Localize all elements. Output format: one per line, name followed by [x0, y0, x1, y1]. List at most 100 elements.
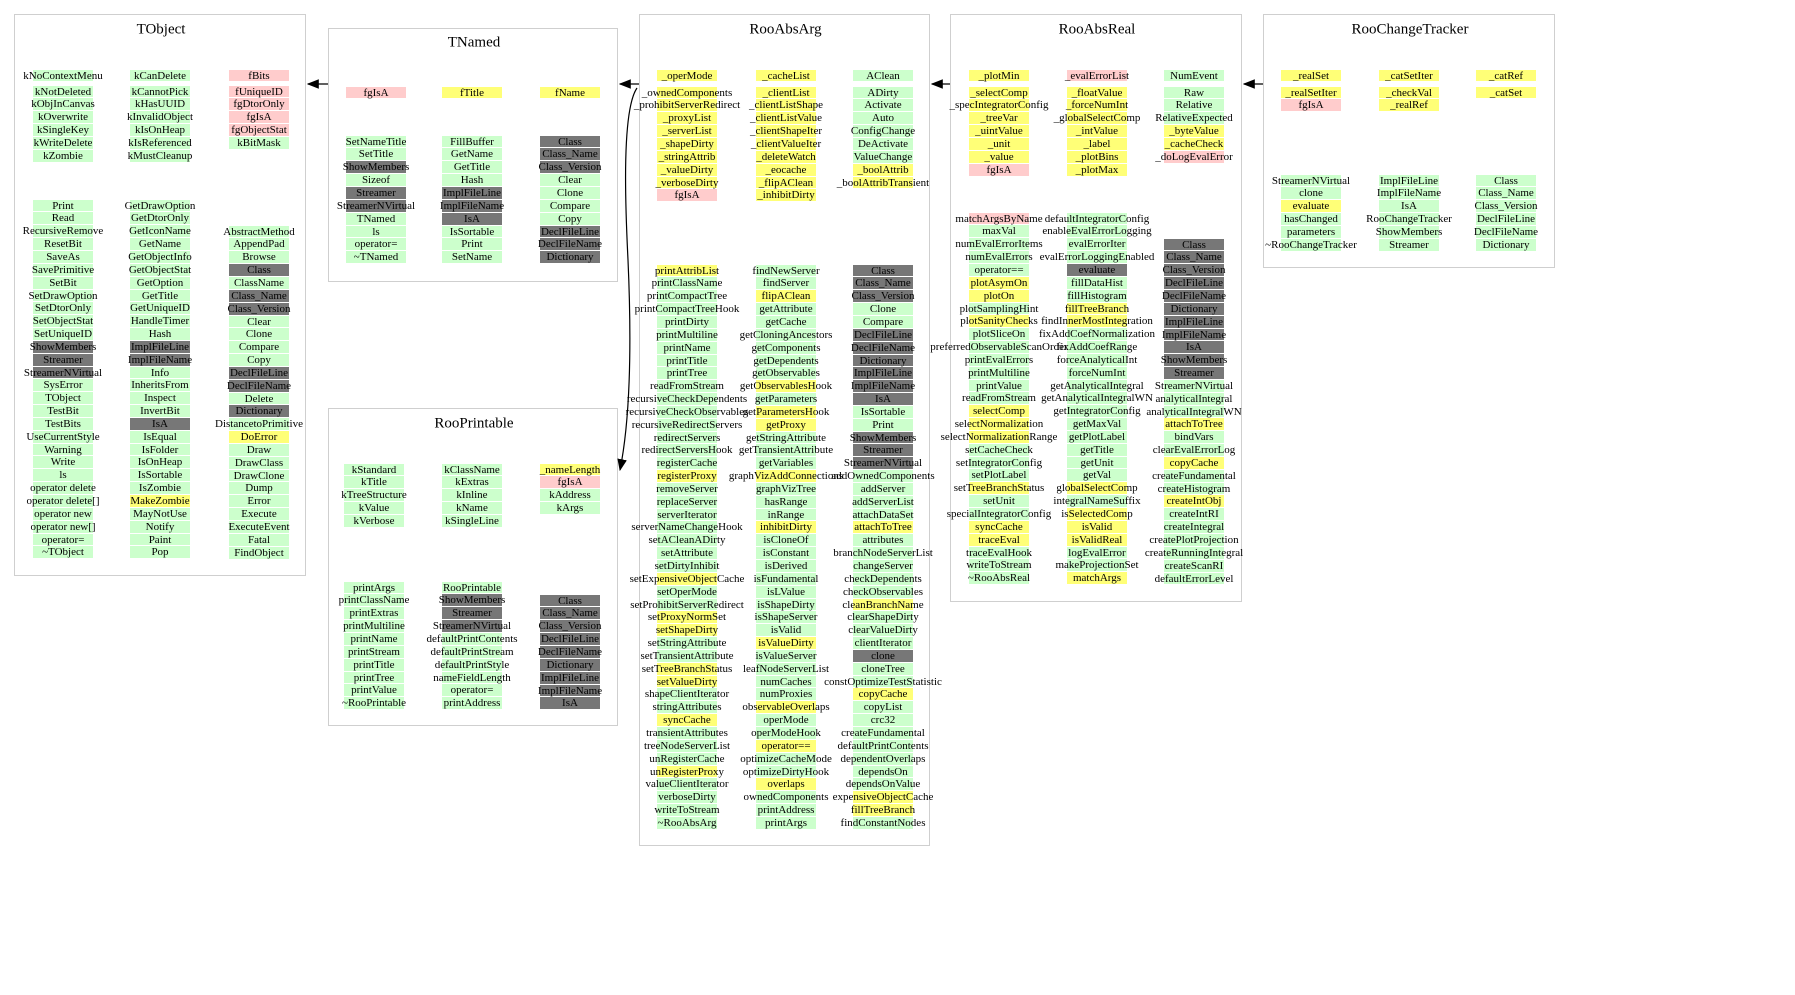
- member-namelength[interactable]: _nameLength: [540, 463, 600, 477]
- member-gettitle[interactable]: GetTitle: [130, 289, 190, 303]
- member-rooprintable[interactable]: RooPrintable: [442, 581, 502, 595]
- member-cleanbranchname[interactable]: cleanBranchName: [842, 598, 924, 612]
- member-kextras[interactable]: kExtras: [442, 476, 502, 490]
- member-plotsliceon[interactable]: plotSliceOn: [969, 328, 1029, 342]
- member-isfundamental[interactable]: isFundamental: [754, 572, 818, 586]
- member-class-name[interactable]: Class_Name: [1164, 251, 1224, 265]
- member-fillhistogram[interactable]: fillHistogram: [1067, 289, 1127, 303]
- member-setdtoronly[interactable]: SetDtorOnly: [33, 302, 93, 316]
- member-operator-new[interactable]: operator new[]: [30, 520, 96, 534]
- member-recursiveredirectservers[interactable]: recursiveRedirectServers: [632, 418, 742, 432]
- member-enableevalerrorlogging[interactable]: enableEvalErrorLogging: [1042, 225, 1152, 239]
- member-clientiterator[interactable]: clientIterator: [853, 637, 913, 650]
- member-numevalerrors[interactable]: numEvalErrors: [965, 251, 1033, 264]
- member-getdtoronly[interactable]: GetDtorOnly: [130, 212, 190, 226]
- member-kclassname[interactable]: kClassName: [442, 463, 502, 477]
- member-isshapedirty[interactable]: isShapeDirty: [756, 598, 816, 612]
- member-declfilename[interactable]: DeclFileName: [538, 645, 602, 659]
- member-clone[interactable]: Clone: [853, 303, 913, 316]
- member-executeevent[interactable]: ExecuteEvent: [228, 521, 290, 534]
- member-auto[interactable]: Auto: [853, 112, 913, 126]
- member-kbitmask[interactable]: kBitMask: [229, 136, 289, 150]
- member-execute[interactable]: Execute: [229, 508, 289, 521]
- member-boolattribtransient[interactable]: _boolAttribTransient: [837, 176, 929, 190]
- member-streamernvirtual[interactable]: StreamerNVirtual: [1155, 379, 1233, 393]
- member-recursiveremove[interactable]: RecursiveRemove: [23, 225, 103, 239]
- member-kstandard[interactable]: kStandard: [344, 463, 404, 477]
- member-info[interactable]: Info: [130, 366, 190, 380]
- member-operator[interactable]: operator=: [442, 684, 502, 698]
- member-optimizedirtyhook[interactable]: optimizeDirtyHook: [743, 765, 829, 779]
- member-class[interactable]: Class: [229, 264, 289, 277]
- member-fgisa[interactable]: fgIsA: [346, 86, 406, 100]
- member-declfilename[interactable]: DeclFileName: [851, 341, 915, 355]
- member-parameters[interactable]: parameters: [1281, 225, 1341, 239]
- member-isconstant[interactable]: isConstant: [756, 547, 816, 560]
- member-clearshapedirty[interactable]: clearShapeDirty: [847, 611, 919, 625]
- member-streamernvirtual[interactable]: StreamerNVirtual: [1272, 174, 1350, 188]
- member-setdrawoption[interactable]: SetDrawOption: [28, 289, 98, 303]
- member-catset[interactable]: _catSet: [1476, 86, 1536, 100]
- member-redirectservershook[interactable]: redirectServersHook: [641, 444, 733, 458]
- member-declfileline[interactable]: DeclFileLine: [1164, 277, 1224, 290]
- member-printclassname[interactable]: printClassName: [339, 594, 409, 608]
- member-settransientattribute[interactable]: setTransientAttribute: [640, 649, 734, 663]
- member-getval[interactable]: getVal: [1067, 469, 1127, 483]
- member-getuniqueid[interactable]: GetUniqueID: [130, 302, 190, 316]
- member-haschanged[interactable]: hasChanged: [1281, 213, 1341, 226]
- member-verbosedirty[interactable]: verboseDirty: [657, 791, 717, 805]
- member-catsetiter[interactable]: _catSetIter: [1379, 69, 1439, 83]
- member-createplotprojection[interactable]: createPlotProjection: [1149, 534, 1239, 547]
- member-defaulterrorlevel[interactable]: defaultErrorLevel: [1155, 572, 1233, 586]
- member-addserverlist[interactable]: addServerList: [852, 495, 914, 509]
- member-setname[interactable]: SetName: [442, 251, 502, 265]
- member-makezombie[interactable]: MakeZombie: [130, 495, 190, 508]
- member-createscanri[interactable]: createScanRI: [1164, 559, 1224, 573]
- member-getname[interactable]: GetName: [130, 238, 190, 251]
- member-implfilename[interactable]: ImplFileName: [128, 353, 192, 367]
- member-settitle[interactable]: SetTitle: [346, 148, 406, 162]
- member-removeserver[interactable]: removeServer: [656, 482, 718, 496]
- member-optimizecachemode[interactable]: optimizeCacheMode: [740, 752, 832, 766]
- member-isderived[interactable]: isDerived: [756, 560, 816, 573]
- member-ls[interactable]: ls: [33, 469, 93, 483]
- member-servernamechangehook[interactable]: serverNameChangeHook: [631, 521, 743, 535]
- member-testbit[interactable]: TestBit: [33, 405, 93, 418]
- member-syserror[interactable]: SysError: [33, 379, 93, 393]
- member-setexpensiveobjectcache[interactable]: setExpensiveObjectCache: [630, 572, 744, 586]
- member-dictionary[interactable]: Dictionary: [540, 658, 600, 672]
- member-getobjectstat[interactable]: GetObjectStat: [129, 263, 191, 277]
- member-printvalue[interactable]: printValue: [344, 684, 404, 698]
- member-copylist[interactable]: copyList: [853, 701, 913, 715]
- member-dictionary[interactable]: Dictionary: [853, 354, 913, 368]
- member-setdirtyinhibit[interactable]: setDirtyInhibit: [655, 560, 719, 573]
- member-createrunningintegral[interactable]: createRunningIntegral: [1145, 546, 1243, 560]
- member-rooabsarg[interactable]: ~RooAbsArg: [657, 816, 717, 830]
- member-declfileline[interactable]: DeclFileLine: [540, 225, 600, 239]
- member-maxval[interactable]: maxVal: [969, 225, 1029, 239]
- member-delete[interactable]: Delete: [229, 392, 289, 406]
- member-globalselectcomp[interactable]: globalSelectComp: [1056, 482, 1138, 496]
- member-print[interactable]: Print: [442, 238, 502, 252]
- member-streamer[interactable]: Streamer: [1164, 367, 1224, 380]
- member-graphviztree[interactable]: graphVizTree: [756, 482, 816, 496]
- member-clientshapeiter[interactable]: _clientShapeIter: [750, 125, 822, 138]
- member-isvalid[interactable]: isValid: [756, 624, 816, 638]
- member-printdirty[interactable]: printDirty: [657, 315, 717, 329]
- member-evaluate[interactable]: evaluate: [1281, 200, 1341, 214]
- member-class-version[interactable]: Class_Version: [539, 620, 601, 634]
- member-attributes[interactable]: attributes: [853, 534, 913, 548]
- member-kverbose[interactable]: kVerbose: [344, 514, 404, 528]
- member-checkobservables[interactable]: checkObservables: [843, 585, 923, 599]
- member-stringattrib[interactable]: _stringAttrib: [657, 150, 717, 164]
- member-shapeclientiterator[interactable]: shapeClientIterator: [645, 688, 729, 702]
- member-getdrawoption[interactable]: GetDrawOption: [125, 199, 195, 213]
- member-warning[interactable]: Warning: [33, 443, 93, 457]
- member-synccache[interactable]: syncCache: [969, 520, 1029, 534]
- member-analyticalintegralwn[interactable]: analyticalIntegralWN: [1146, 405, 1242, 419]
- member-showmembers[interactable]: ShowMembers: [1161, 354, 1227, 368]
- member-evalerrorloggingenabled[interactable]: evalErrorLoggingEnabled: [1040, 251, 1154, 264]
- member-bindvars[interactable]: bindVars: [1164, 431, 1224, 445]
- member-isshapeserver[interactable]: isShapeServer: [755, 611, 817, 625]
- member-clone[interactable]: clone: [1281, 187, 1341, 201]
